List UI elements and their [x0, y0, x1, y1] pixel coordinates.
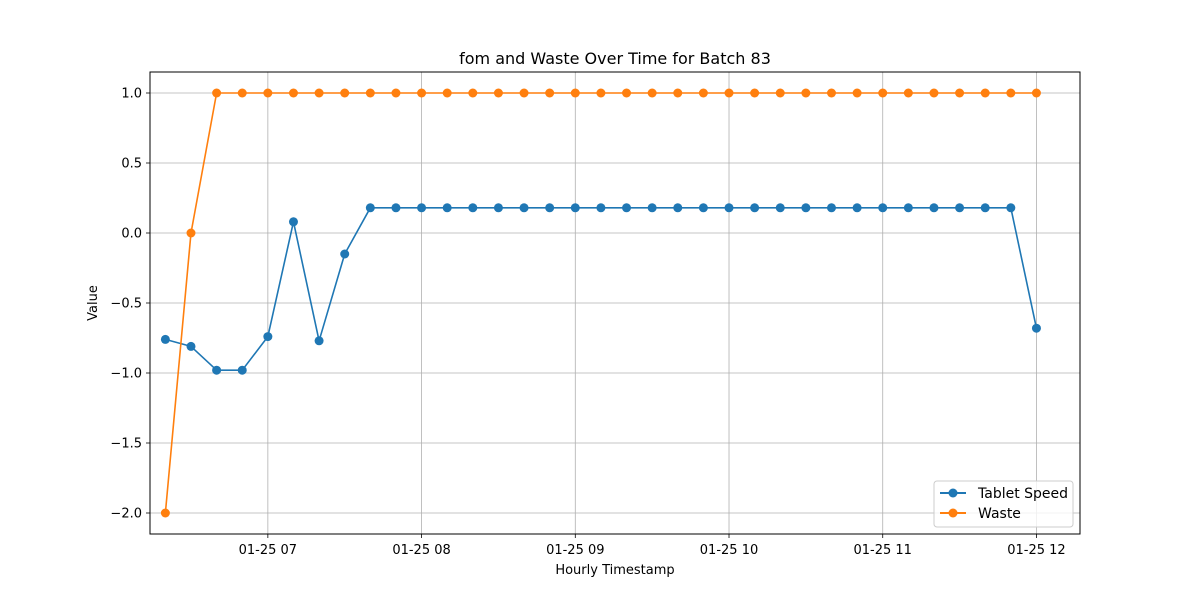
- data-point-waste: [468, 88, 478, 98]
- data-point-waste: [775, 88, 785, 98]
- data-point-tablet-speed: [468, 203, 478, 213]
- data-point-waste: [622, 88, 632, 98]
- x-axis-label: Hourly Timestamp: [555, 563, 674, 578]
- data-point-tablet-speed: [160, 334, 170, 344]
- data-point-tablet-speed: [1031, 323, 1041, 333]
- x-tick-label: 01-25 09: [546, 543, 604, 558]
- y-tick-label: 1.0: [121, 87, 142, 102]
- data-point-tablet-speed: [263, 332, 273, 342]
- data-point-tablet-speed: [570, 203, 580, 213]
- y-tick-label: 0.5: [121, 157, 142, 172]
- data-point-tablet-speed: [775, 203, 785, 213]
- data-point-waste: [852, 88, 862, 98]
- data-point-waste: [673, 88, 683, 98]
- data-point-waste: [826, 88, 836, 98]
- data-point-tablet-speed: [955, 203, 965, 213]
- chart-title: fom and Waste Over Time for Batch 83: [459, 49, 771, 68]
- y-tick-label: −1.0: [110, 367, 142, 382]
- data-point-tablet-speed: [801, 203, 811, 213]
- data-point-tablet-speed: [929, 203, 939, 213]
- data-point-tablet-speed: [903, 203, 913, 213]
- y-tick-label: −1.5: [110, 437, 142, 452]
- x-tick-label: 01-25 07: [239, 543, 297, 558]
- data-point-tablet-speed: [698, 203, 708, 213]
- data-point-tablet-speed: [622, 203, 632, 213]
- series-tablet-speed: [160, 203, 1041, 375]
- data-point-waste: [1006, 88, 1016, 98]
- y-tick-label: −2.0: [110, 507, 142, 522]
- data-point-tablet-speed: [826, 203, 836, 213]
- data-point-tablet-speed: [186, 341, 196, 351]
- data-point-waste: [288, 88, 298, 98]
- legend-box: [933, 480, 1074, 528]
- data-point-waste: [596, 88, 606, 98]
- data-point-waste: [237, 88, 247, 98]
- legend: Tablet Speed Waste: [933, 480, 1074, 528]
- data-point-tablet-speed: [365, 203, 375, 213]
- data-point-tablet-speed: [1006, 203, 1016, 213]
- data-point-waste: [724, 88, 734, 98]
- grid: [150, 72, 1080, 534]
- data-point-waste: [545, 88, 555, 98]
- data-point-tablet-speed: [288, 217, 298, 227]
- legend-marker-waste: [948, 508, 958, 518]
- data-point-tablet-speed: [442, 203, 452, 213]
- data-point-waste: [698, 88, 708, 98]
- data-point-tablet-speed: [314, 336, 324, 346]
- data-point-tablet-speed: [212, 365, 222, 375]
- data-point-waste: [519, 88, 529, 98]
- x-tick-label: 01-25 08: [392, 543, 450, 558]
- series-layer: [160, 88, 1041, 518]
- data-point-waste: [647, 88, 657, 98]
- data-point-waste: [750, 88, 760, 98]
- legend-label-tablet-speed: Tablet Speed: [977, 486, 1068, 502]
- data-point-waste: [493, 88, 503, 98]
- data-point-tablet-speed: [980, 203, 990, 213]
- data-point-waste: [212, 88, 222, 98]
- legend-label-waste: Waste: [978, 506, 1021, 522]
- data-point-tablet-speed: [724, 203, 734, 213]
- data-point-waste: [980, 88, 990, 98]
- x-tick-label: 01-25 11: [854, 543, 912, 558]
- data-point-waste: [955, 88, 965, 98]
- data-point-waste: [365, 88, 375, 98]
- data-point-waste: [417, 88, 427, 98]
- data-point-waste: [878, 88, 888, 98]
- data-point-tablet-speed: [417, 203, 427, 213]
- data-point-waste: [903, 88, 913, 98]
- data-point-waste: [801, 88, 811, 98]
- x-axis: 01-25 07 01-25 08 01-25 09 01-25 10 01-25 11…: [239, 534, 1066, 558]
- legend-marker-tablet-speed: [948, 488, 958, 498]
- data-point-tablet-speed: [750, 203, 760, 213]
- data-point-waste: [570, 88, 580, 98]
- data-point-tablet-speed: [493, 203, 503, 213]
- y-tick-label: −0.5: [110, 297, 142, 312]
- data-point-waste: [442, 88, 452, 98]
- data-point-waste: [391, 88, 401, 98]
- data-point-tablet-speed: [237, 365, 247, 375]
- data-point-tablet-speed: [519, 203, 529, 213]
- data-point-tablet-speed: [596, 203, 606, 213]
- data-point-tablet-speed: [391, 203, 401, 213]
- data-point-tablet-speed: [340, 249, 350, 259]
- data-point-tablet-speed: [673, 203, 683, 213]
- data-point-waste: [929, 88, 939, 98]
- data-point-waste: [160, 508, 170, 518]
- x-tick-label: 01-25 12: [1007, 543, 1065, 558]
- data-point-tablet-speed: [878, 203, 888, 213]
- data-point-tablet-speed: [852, 203, 862, 213]
- x-tick-label: 01-25 10: [700, 543, 758, 558]
- data-point-waste: [263, 88, 273, 98]
- y-axis-label: Value: [86, 285, 101, 321]
- y-axis: −2.0 −1.5 −1.0 −0.5 0.0 0.5 1.0: [110, 87, 150, 522]
- data-point-tablet-speed: [545, 203, 555, 213]
- series-waste: [160, 88, 1041, 518]
- data-point-tablet-speed: [647, 203, 657, 213]
- data-point-waste: [1031, 88, 1041, 98]
- data-point-waste: [314, 88, 324, 98]
- y-tick-label: 0.0: [121, 227, 142, 242]
- data-point-waste: [186, 228, 196, 238]
- data-point-waste: [340, 88, 350, 98]
